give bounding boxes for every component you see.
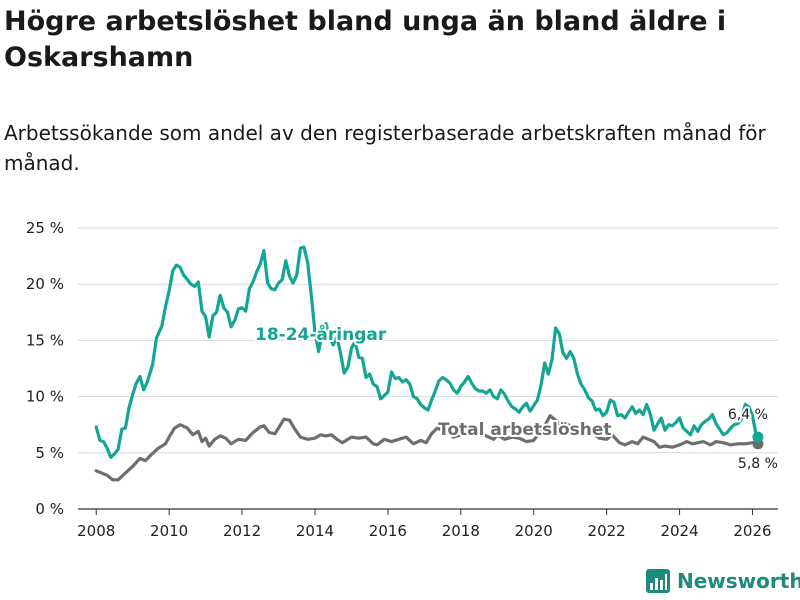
end-value-total: 5,8 %: [738, 456, 778, 472]
y-tick-label: 20 %: [26, 275, 64, 293]
x-tick-label: 2026: [733, 522, 771, 540]
series-line-0: [94, 414, 760, 482]
y-tick-label: 10 %: [26, 388, 64, 406]
brand-name: Newsworthy: [677, 569, 800, 593]
x-tick-label: 2014: [296, 522, 334, 540]
series-labels: Total arbetslöshet 18-24-åringar 6,4 % 5,8 …: [253, 321, 780, 474]
x-tick-label: 2018: [442, 522, 480, 540]
x-tick-label: 2024: [660, 522, 698, 540]
series-line-1: [94, 245, 760, 459]
chart-subtitle: Arbetssökande som andel av den registerb…: [4, 121, 766, 175]
x-tick-label: 2020: [515, 522, 553, 540]
chart-title: Högre arbetslöshet bland unga än bland ä…: [4, 6, 727, 73]
y-tick-label: 5 %: [35, 444, 64, 462]
y-tick-label: 25 %: [26, 219, 64, 237]
series-label-youth: 18-24-åringar: [255, 323, 387, 345]
series-end-dot-1: [752, 431, 764, 443]
axes: 0 % 5 % 10 % 15 % 20 % 25 % 2008 2010 2012 2014 20…: [26, 219, 772, 540]
y-tick-label: 0 %: [35, 500, 64, 518]
series-label-total: Total arbetslöshet: [438, 420, 612, 440]
x-tick-label: 2008: [77, 522, 115, 540]
end-value-youth: 6,4 %: [728, 407, 768, 423]
x-tick-label: 2022: [588, 522, 626, 540]
x-tick-label: 2016: [369, 522, 407, 540]
newsworthy-logo: Newsworthy: [645, 568, 800, 594]
y-tick-label: 15 %: [26, 331, 64, 349]
x-tick-label: 2010: [150, 522, 188, 540]
series-lines: [94, 245, 764, 482]
x-tick-label: 2012: [223, 522, 261, 540]
newsworthy-icon: [646, 569, 670, 593]
